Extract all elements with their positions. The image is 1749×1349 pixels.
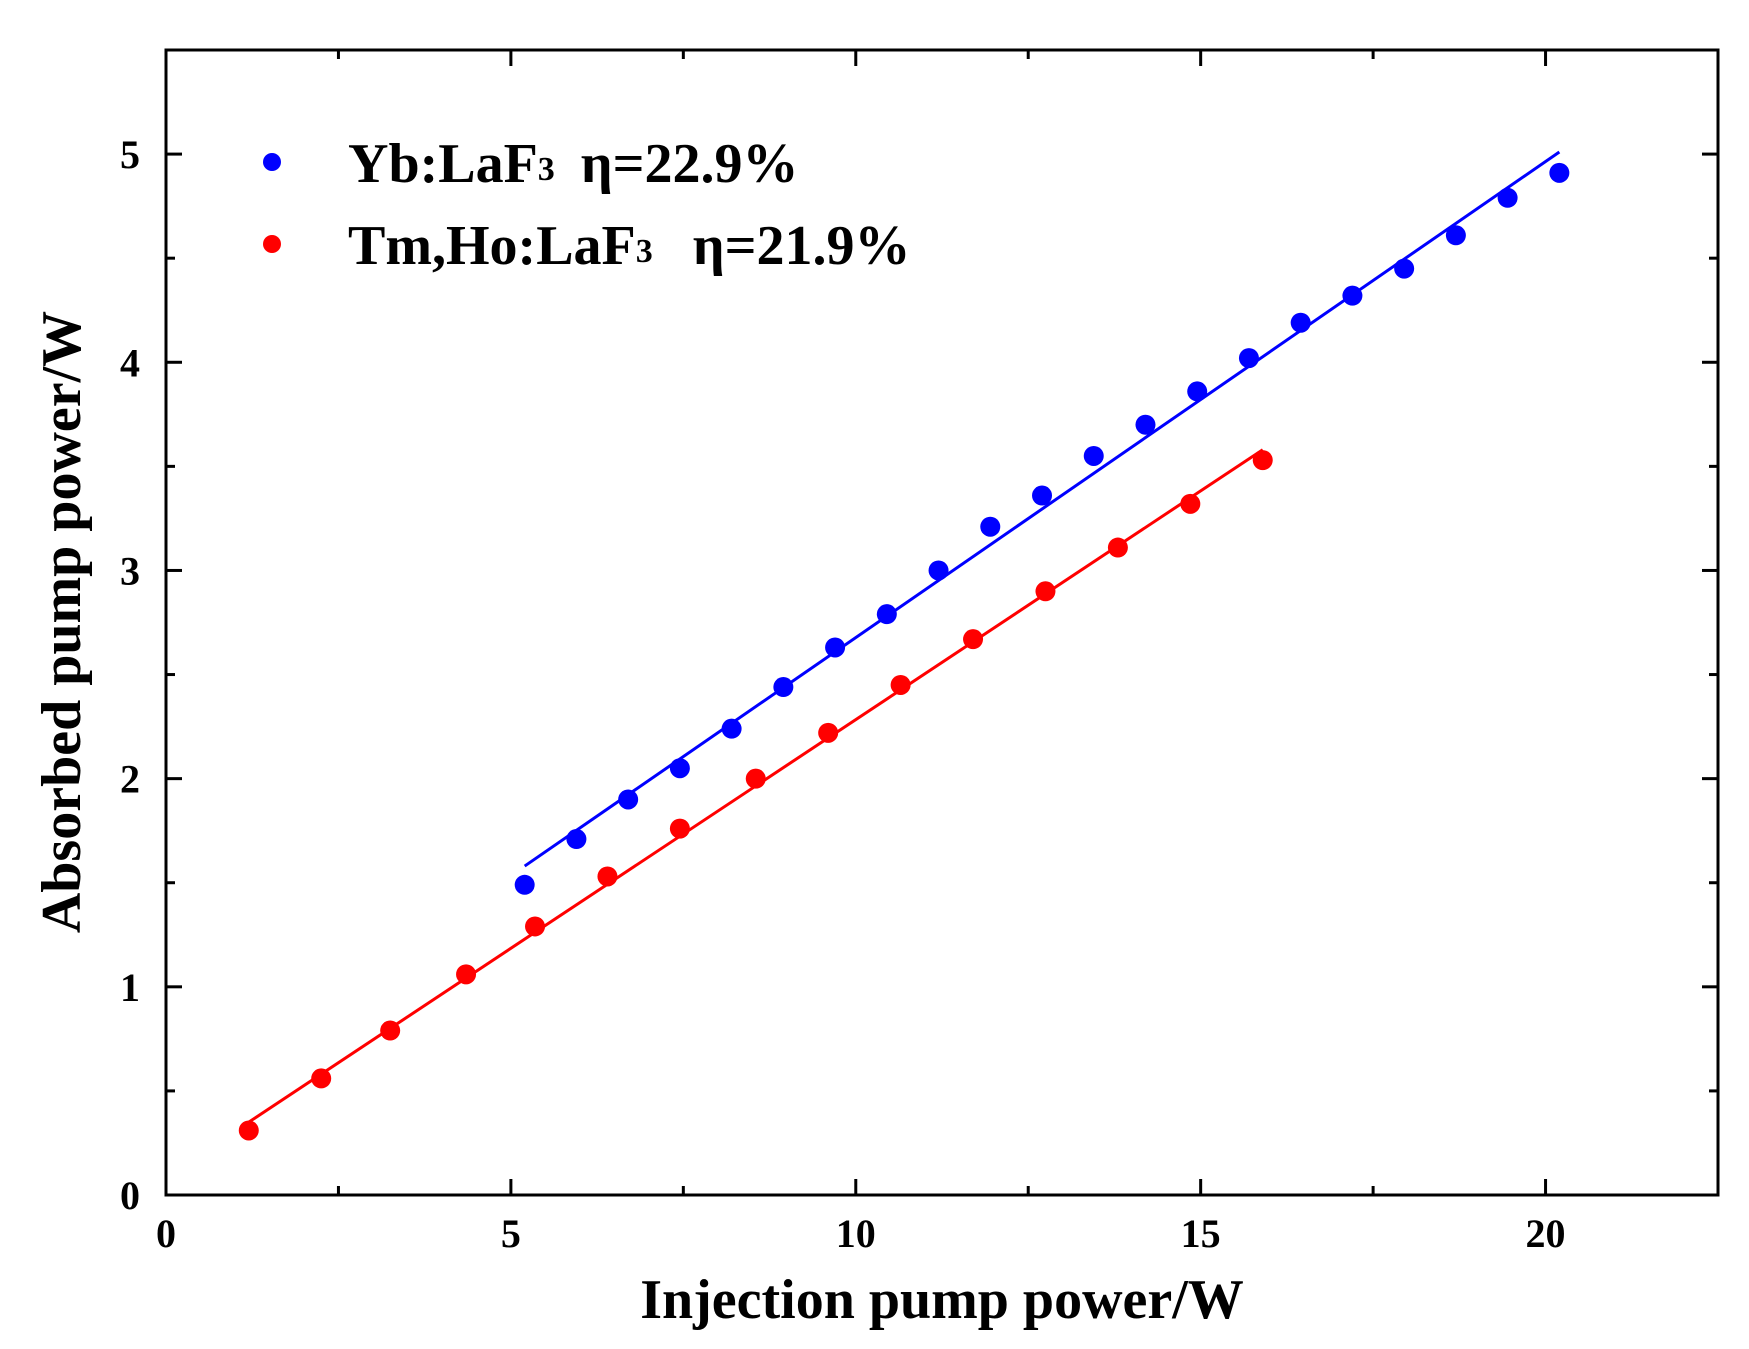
- data-point-series-1: [890, 674, 911, 695]
- data-point-series-1: [597, 866, 618, 887]
- data-point-series-0: [618, 789, 639, 810]
- data-point-series-0: [669, 758, 690, 779]
- data-point-series-0: [1238, 348, 1259, 369]
- data-point-series-1: [1180, 493, 1201, 514]
- data-point-series-0: [1135, 414, 1156, 435]
- data-point-series-1: [1035, 581, 1056, 602]
- data-point-series-1: [669, 818, 690, 839]
- axis-ticks: 0 5 10 15 20 0 1 2 3 4 5: [120, 48, 1720, 1256]
- y-tick-label: 1: [120, 965, 140, 1010]
- x-axis-title: Injection pump power/W: [640, 1269, 1244, 1331]
- legend-marker-tmho: [263, 235, 281, 253]
- data-point-series-0: [825, 637, 846, 658]
- legend-marker-yb: [263, 153, 281, 171]
- data-point-series-0: [876, 604, 897, 625]
- legend-label-tmho: Tm,Ho:LaF3 η=21.9%: [348, 215, 910, 277]
- data-point-series-1: [311, 1068, 332, 1089]
- data-point-series-1: [525, 916, 546, 937]
- data-points: [238, 162, 1570, 1141]
- data-point-series-0: [1187, 381, 1208, 402]
- data-point-series-0: [1083, 445, 1104, 466]
- fit-line-series-0: [523, 150, 1561, 868]
- data-point-series-0: [566, 829, 587, 850]
- data-point-series-1: [456, 964, 477, 985]
- data-point-series-0: [1497, 187, 1518, 208]
- data-point-series-0: [1290, 312, 1311, 333]
- y-tick-label: 2: [120, 757, 140, 802]
- x-tick-label: 0: [156, 1211, 176, 1256]
- data-point-series-1: [1107, 537, 1128, 558]
- x-tick-label: 10: [836, 1211, 876, 1256]
- data-point-series-0: [1342, 285, 1363, 306]
- data-point-series-0: [1549, 162, 1570, 183]
- data-point-series-0: [773, 677, 794, 698]
- y-axis-title: Absorbed pump power/W: [31, 311, 93, 933]
- data-point-series-0: [980, 516, 1001, 537]
- data-point-series-1: [963, 629, 984, 650]
- data-point-series-0: [1394, 258, 1415, 279]
- data-point-series-0: [514, 874, 535, 895]
- data-point-series-1: [380, 1020, 401, 1041]
- y-tick-label: 4: [120, 340, 140, 385]
- data-point-series-1: [818, 722, 839, 743]
- legend: Yb:LaF3 η=22.9% Tm,Ho:LaF3 η=21.9%: [263, 133, 910, 277]
- x-tick-label: 20: [1526, 1211, 1566, 1256]
- y-tick-label: 0: [120, 1173, 140, 1218]
- data-point-series-0: [1032, 485, 1053, 506]
- x-tick-label: 5: [501, 1211, 521, 1256]
- y-tick-label: 5: [120, 132, 140, 177]
- data-point-series-1: [745, 768, 766, 789]
- data-point-series-0: [928, 560, 949, 581]
- plot-frame: [164, 48, 1720, 1197]
- data-point-series-0: [1445, 225, 1466, 246]
- fit-lines: [247, 150, 1561, 1124]
- y-tick-label: 3: [120, 548, 140, 593]
- x-tick-label: 15: [1181, 1211, 1221, 1256]
- data-point-series-1: [238, 1120, 259, 1141]
- data-point-series-1: [1252, 450, 1273, 471]
- data-point-series-0: [721, 718, 742, 739]
- legend-label-yb: Yb:LaF3 η=22.9%: [348, 133, 799, 195]
